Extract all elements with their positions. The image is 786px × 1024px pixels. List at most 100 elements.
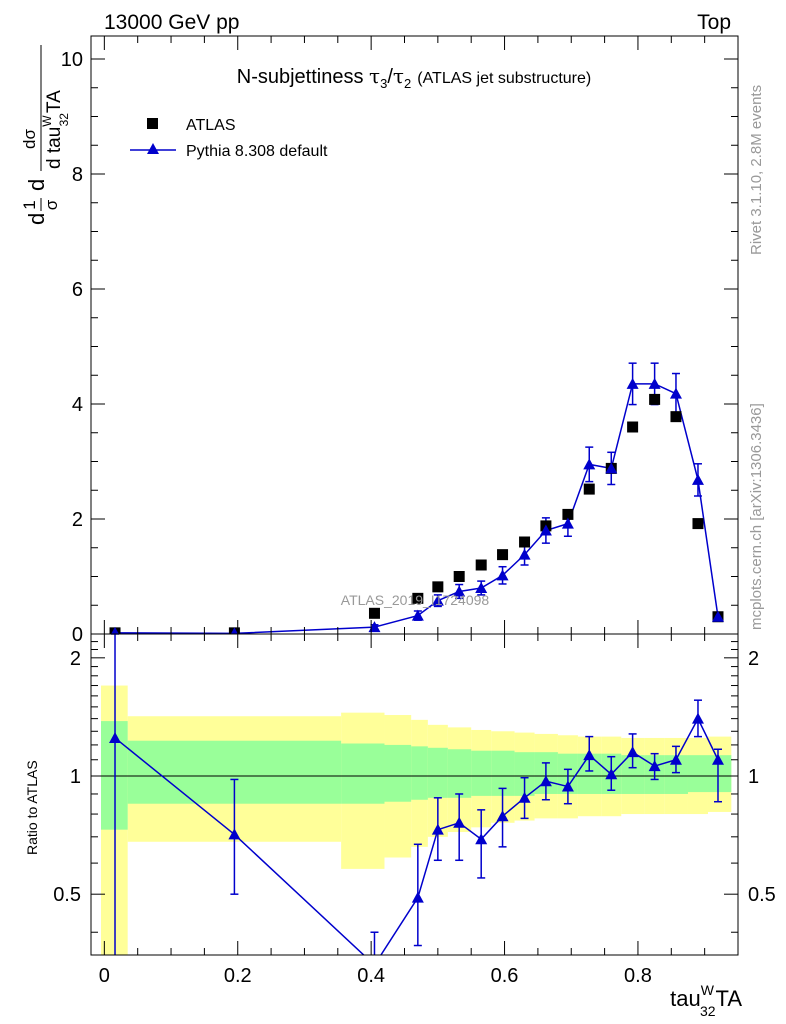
svg-text:d: d — [24, 213, 49, 225]
x-axis-label: tauW 32TA — [670, 982, 742, 1019]
x-tick-label-0.2: 0.2 — [224, 965, 252, 987]
main-ytick-label-6: 6 — [72, 279, 83, 301]
title-tau2: τ — [393, 64, 404, 88]
x-tick-label-0.8: 0.8 — [624, 965, 652, 987]
atlas-point-10 — [562, 508, 574, 520]
pythia-point-4 — [431, 594, 444, 606]
atlas-point-6 — [475, 559, 487, 571]
plot-title: N-subjettiness τ3/τ2 (ATLAS jet substruct… — [237, 64, 591, 91]
pythia-point-5 — [453, 585, 466, 597]
legend: ATLAS Pythia 8.308 default — [130, 117, 328, 160]
ratio-point-15 — [669, 753, 682, 765]
atlas-point-2 — [368, 607, 380, 619]
atlas-point-5 — [453, 571, 465, 582]
band-inner-5 — [427, 747, 448, 798]
band-inner-2 — [341, 743, 385, 804]
ratio-point-0 — [109, 731, 122, 743]
pythia-point-17 — [711, 610, 724, 622]
ylabel-d1: d — [24, 213, 49, 225]
ylabel-tail: TA — [44, 90, 65, 113]
atlas-point-7 — [497, 549, 509, 561]
legend-atlas-marker — [147, 118, 158, 129]
xlabel-base: tau — [670, 986, 701, 1011]
ratio-point-6 — [475, 833, 488, 845]
band-inner-7 — [471, 750, 492, 796]
pythia-point-12 — [605, 462, 618, 474]
header-right: Top — [697, 11, 731, 34]
ratio-point-3 — [411, 891, 424, 903]
xlabel-sup: W — [701, 982, 715, 998]
main-y-label: d 1 σ d dσ d tauW 32TA — [20, 45, 71, 225]
band-inner-8 — [491, 750, 515, 796]
xlabel-tail: TA — [716, 986, 743, 1011]
xlabel-sub: 32 — [700, 1003, 716, 1019]
ratio-line — [114, 716, 719, 955]
ratio-point-14 — [648, 760, 661, 772]
title-slash: / — [387, 66, 393, 88]
atlas-point-8 — [519, 536, 531, 548]
ratio-point-11 — [583, 749, 596, 761]
ratio-point-17 — [711, 753, 724, 765]
ratio-point-10 — [561, 780, 574, 792]
x-tick-label-0.6: 0.6 — [491, 965, 519, 987]
ratio-point-16 — [691, 712, 704, 724]
ratio-ytick-label-right-2: 2 — [748, 648, 759, 670]
atlas-point-3 — [412, 592, 424, 604]
main-ytick-label-8: 8 — [72, 164, 83, 186]
band-inner-3 — [384, 744, 412, 802]
pythia-point-0 — [111, 626, 119, 634]
atlas-point-14 — [649, 393, 661, 405]
title-extra: (ATLAS jet substructure) — [417, 70, 591, 87]
pythia-point-14 — [648, 377, 661, 389]
pythia-point-9 — [539, 524, 552, 536]
ratio-ytick-label-left-2: 2 — [70, 648, 81, 670]
pythia-point-10 — [561, 517, 574, 529]
ylabel-sub: 32 — [57, 113, 71, 127]
ylabel-frac-den: σ — [42, 199, 61, 210]
band-inner-4 — [411, 746, 428, 800]
pythia-point-6 — [475, 582, 488, 593]
pythia-point-3 — [411, 609, 424, 621]
main-ytick-label-0: 0 — [72, 624, 83, 646]
ratio-point-9 — [539, 775, 552, 787]
pythia-point-11 — [583, 458, 596, 470]
legend-atlas-label: ATLAS — [186, 117, 236, 134]
main-ytick-label-2: 2 — [72, 509, 83, 531]
pythia-point-7 — [496, 569, 509, 581]
pythia-point-8 — [518, 548, 531, 560]
band-inner-16 — [664, 755, 688, 794]
pythia-point-16 — [691, 473, 704, 485]
main-ytick-label-4: 4 — [72, 394, 83, 416]
atlas-point-15 — [670, 411, 682, 423]
ratio-layer — [91, 634, 738, 955]
ratio-point-13 — [626, 746, 639, 758]
ratio-plot-frame — [90, 633, 739, 956]
main-layer — [109, 362, 724, 634]
watermark: ATLAS_2019_I1724098 — [341, 592, 490, 608]
legend-pythia-label: Pythia 8.308 default — [186, 143, 328, 160]
ratio-ytick-label-left-1: 1 — [70, 766, 81, 788]
band-inner-6 — [447, 749, 472, 798]
ratio-point-4 — [431, 823, 444, 835]
ylabel-frac-num: 1 — [20, 200, 39, 209]
atlas-point-4 — [432, 581, 444, 593]
atlas-point-16 — [692, 518, 704, 530]
ratio-ytick-label-right-0.5: 0.5 — [748, 884, 776, 906]
title-tau3: τ — [369, 64, 380, 88]
header-left: 13000 GeV pp — [104, 11, 239, 34]
ylabel-d-den: d tau — [44, 127, 65, 169]
ratio-ytick-label-left-0.5: 0.5 — [53, 884, 81, 906]
ratio-point-8 — [518, 791, 531, 803]
side-label-mcplots: mcplots.cern.ch [arXiv:1306.3436] — [748, 403, 765, 630]
pythia-point-13 — [626, 377, 639, 389]
band-inner-17 — [687, 755, 708, 793]
band-inner-14 — [621, 755, 645, 794]
ratio-point-12 — [605, 768, 618, 780]
title-sub3: 3 — [380, 76, 387, 91]
atlas-point-13 — [627, 421, 639, 433]
x-tick-label-0: 0 — [99, 965, 110, 987]
main-ytick-label-10: 10 — [61, 49, 83, 71]
